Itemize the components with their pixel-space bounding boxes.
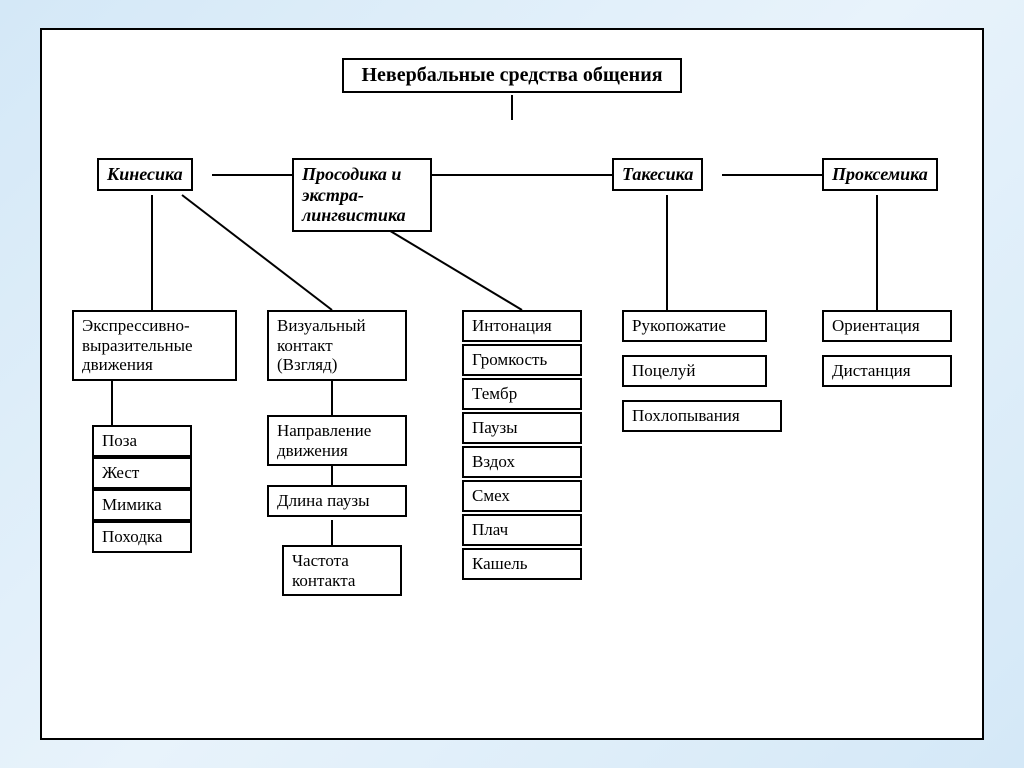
- kinesika-sub2-item-2: Частота контакта: [282, 545, 402, 596]
- category-prosodika: Просодика и экстра-лингвистика: [292, 158, 432, 232]
- kinesika-sub2-item-0: Направление движения: [267, 415, 407, 466]
- takesika-item-1: Поцелуй: [622, 355, 767, 387]
- prosodika-item-2: Тембр: [462, 378, 582, 410]
- diagram-canvas: Невербальные средства общения Кинесика П…: [40, 28, 984, 740]
- takesika-item-0: Рукопожатие: [622, 310, 767, 342]
- kinesika-sub1-item-1: Жест: [92, 457, 192, 489]
- prosodika-item-5: Смех: [462, 480, 582, 512]
- proksemika-item-1: Дистанция: [822, 355, 952, 387]
- prosodika-item-7: Кашель: [462, 548, 582, 580]
- kinesika-sub1: Экспрессивно-выразительные движения: [72, 310, 237, 381]
- prosodika-item-1: Громкость: [462, 344, 582, 376]
- prosodika-item-4: Вздох: [462, 446, 582, 478]
- category-kinesika: Кинесика: [97, 158, 193, 191]
- kinesika-sub1-item-2: Мимика: [92, 489, 192, 521]
- diagram-title: Невербальные средства общения: [342, 58, 682, 93]
- category-proksemika: Проксемика: [822, 158, 938, 191]
- category-takesika: Такесика: [612, 158, 703, 191]
- kinesika-sub2: Визуальный контакт (Взгляд): [267, 310, 407, 381]
- kinesika-sub1-item-0: Поза: [92, 425, 192, 457]
- kinesika-sub2-item-1: Длина паузы: [267, 485, 407, 517]
- kinesika-sub1-item-3: Походка: [92, 521, 192, 553]
- proksemika-item-0: Ориентация: [822, 310, 952, 342]
- prosodika-item-3: Паузы: [462, 412, 582, 444]
- takesika-item-2: Похлопывания: [622, 400, 782, 432]
- prosodika-item-0: Интонация: [462, 310, 582, 342]
- prosodika-item-6: Плач: [462, 514, 582, 546]
